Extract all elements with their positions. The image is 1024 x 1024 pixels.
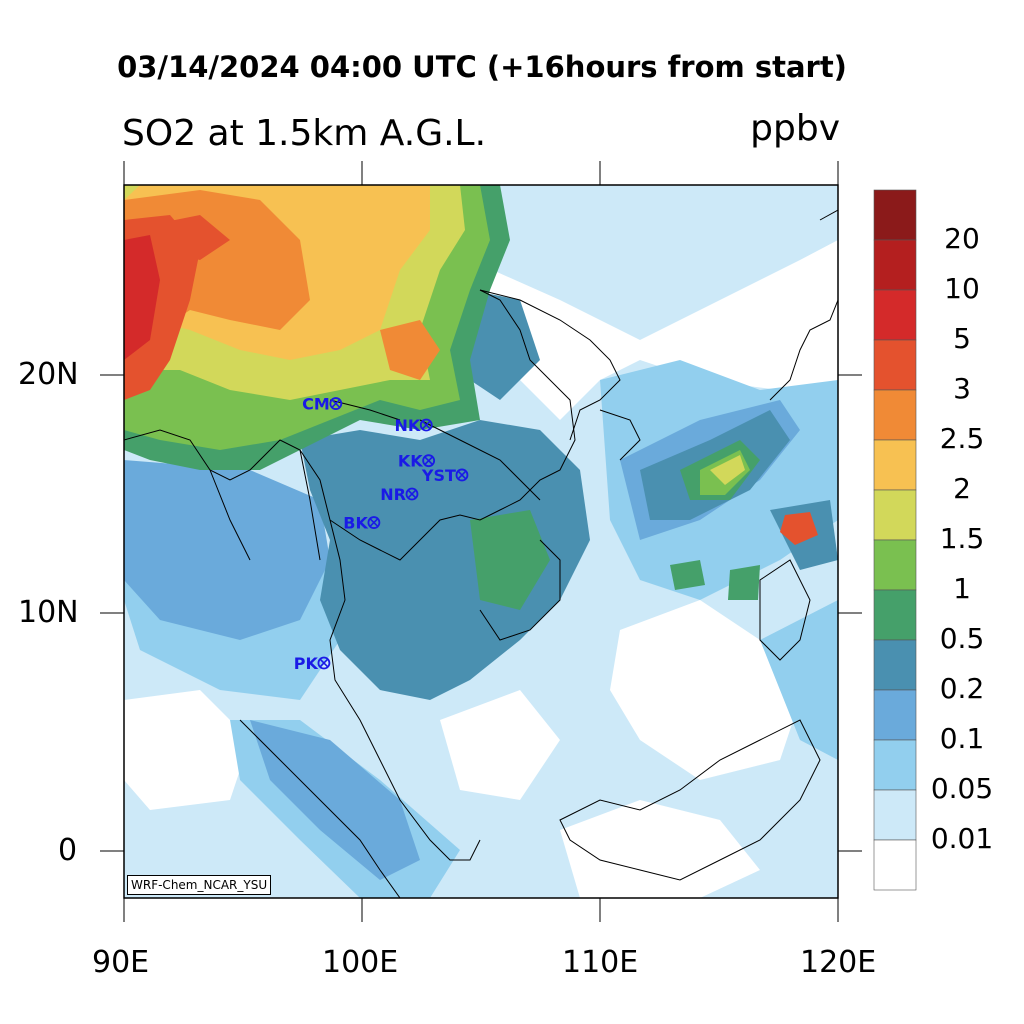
colorbar-label: 0.01 bbox=[930, 822, 994, 855]
station-label: NR bbox=[380, 485, 406, 504]
station-kk: KK bbox=[398, 452, 436, 471]
colorbar-swatch bbox=[873, 339, 917, 391]
colorbar-label: 0.1 bbox=[939, 722, 985, 755]
station-nk: NK bbox=[394, 416, 433, 435]
station-yst: YST bbox=[421, 466, 469, 485]
station-label: KK bbox=[398, 452, 423, 471]
colorbar-swatch bbox=[873, 639, 917, 691]
colorbar-label: 0.5 bbox=[939, 622, 985, 655]
lon-tick-110E: 110E bbox=[562, 945, 639, 980]
colorbar-label: 5 bbox=[953, 322, 971, 355]
lon-tick-120E: 120E bbox=[800, 945, 877, 980]
colorbar-swatch bbox=[873, 189, 917, 241]
colorbar-label: 0.2 bbox=[939, 672, 985, 705]
station-cross bbox=[457, 470, 467, 480]
lon-tick-100E: 100E bbox=[322, 945, 399, 980]
station-bk: BK bbox=[343, 514, 381, 533]
colorbar-swatch bbox=[873, 239, 917, 291]
colorbar-swatch bbox=[873, 539, 917, 591]
station-label: BK bbox=[343, 514, 368, 533]
station-marker-icon bbox=[419, 418, 433, 432]
colorbar-label: 20 bbox=[944, 222, 980, 255]
station-marker-icon bbox=[317, 656, 331, 670]
colorbar bbox=[873, 189, 917, 891]
colorbar-swatch bbox=[873, 789, 917, 841]
station-cross bbox=[407, 489, 417, 499]
colorbar-label: 1 bbox=[953, 572, 971, 605]
plot-title: 03/14/2024 04:00 UTC (+16hours from star… bbox=[117, 50, 847, 84]
colorbar-swatch bbox=[873, 489, 917, 541]
lat-tick-10N: 10N bbox=[18, 595, 79, 630]
colorbar-label: 10 bbox=[944, 272, 980, 305]
station-label: PK bbox=[294, 654, 319, 673]
map-frame bbox=[123, 184, 839, 899]
axis-ticks bbox=[100, 161, 862, 922]
colorbar-swatch bbox=[873, 689, 917, 741]
colorbar-swatch bbox=[873, 739, 917, 791]
station-cross bbox=[319, 658, 329, 668]
station-label: YST bbox=[421, 466, 456, 485]
colorbar-swatch bbox=[873, 439, 917, 491]
station-cross bbox=[421, 420, 431, 430]
lon-tick-90E: 90E bbox=[92, 945, 150, 980]
coastlines bbox=[124, 209, 838, 898]
variable-label: SO2 at 1.5km A.G.L. bbox=[122, 113, 487, 154]
station-pk: PK bbox=[294, 654, 331, 673]
station-marker-icon bbox=[455, 468, 469, 482]
units-label: ppbv bbox=[750, 108, 840, 149]
station-marker-icon bbox=[367, 516, 381, 529]
station-marker-icon bbox=[405, 487, 419, 501]
station-cross bbox=[331, 399, 341, 408]
colorbar-swatch bbox=[873, 389, 917, 441]
colorbar-label: 3 bbox=[953, 372, 971, 405]
colorbar-label: 0.05 bbox=[930, 772, 994, 805]
station-cm: CM bbox=[302, 395, 343, 414]
station-cross bbox=[369, 518, 379, 527]
colorbar-swatch bbox=[873, 839, 917, 891]
colorbar-label: 2.5 bbox=[939, 422, 985, 455]
lat-tick-20N: 20N bbox=[18, 357, 79, 392]
station-marker-icon bbox=[422, 454, 436, 468]
station-nr: NR bbox=[380, 485, 419, 504]
station-cross bbox=[424, 456, 434, 466]
station-label: CM bbox=[302, 395, 330, 414]
model-credit: WRF-Chem_NCAR_YSU bbox=[127, 875, 272, 895]
so2-field bbox=[124, 185, 838, 898]
colorbar-label: 1.5 bbox=[939, 522, 985, 555]
station-label: NK bbox=[394, 416, 420, 435]
colorbar-swatch bbox=[873, 589, 917, 641]
colorbar-label: 2 bbox=[953, 472, 971, 505]
colorbar-swatch bbox=[873, 289, 917, 341]
station-marker-icon bbox=[329, 397, 343, 410]
lat-tick-0: 0 bbox=[58, 833, 78, 868]
